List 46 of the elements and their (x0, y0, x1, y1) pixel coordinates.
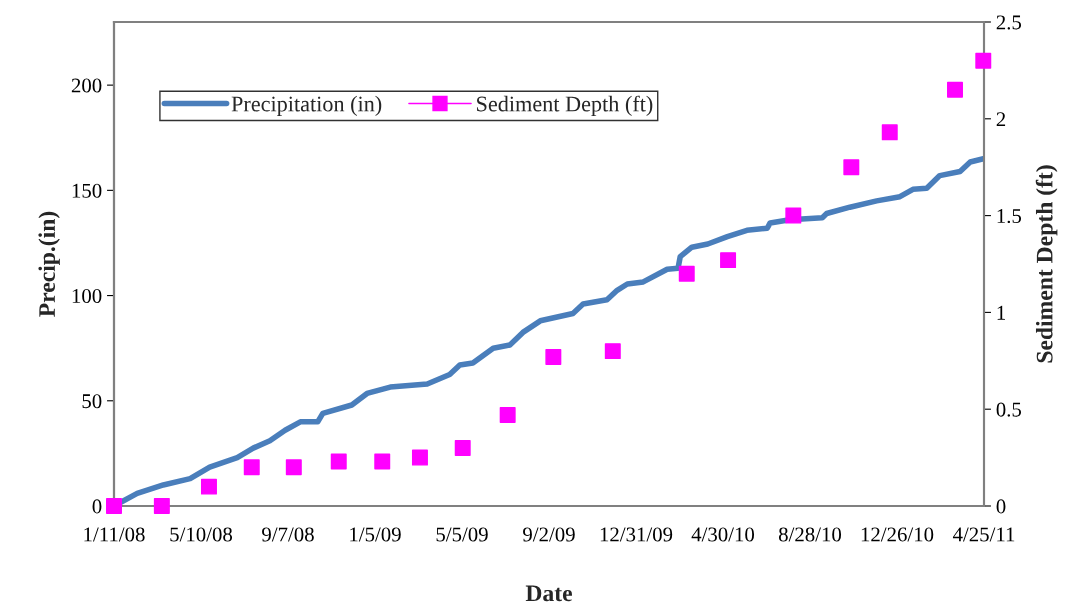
y2-axis-title: Sediment Depth (ft) (1035, 165, 1058, 363)
y2-tick-label: 0.5 (996, 402, 1022, 417)
point (678, 265, 695, 282)
x-tick-label: 12/26/10 (861, 527, 934, 542)
point (975, 52, 992, 69)
point (200, 478, 217, 495)
legend-label: Precipitation (in) (231, 95, 382, 117)
point (843, 159, 860, 176)
x-tick-label: 5/10/08 (170, 527, 233, 542)
point (720, 252, 737, 269)
point (374, 453, 391, 470)
point (243, 459, 260, 476)
point (545, 348, 562, 365)
y-tick-label: 150 (72, 183, 102, 198)
point (330, 453, 347, 470)
point (947, 81, 963, 98)
x-axis-title: Date (525, 585, 572, 602)
x-tick-label: 1/5/09 (350, 527, 401, 542)
x-tick-label: 4/30/10 (691, 527, 755, 542)
legend-label: Sediment Depth (ft) (477, 95, 653, 117)
y2-tick-label: 1.5 (997, 209, 1022, 224)
y-tick-label: 100 (72, 288, 102, 303)
point (285, 459, 302, 476)
point (881, 124, 898, 141)
point (411, 449, 428, 466)
y-axis-title: Precip.(in) (38, 211, 60, 317)
point (454, 439, 471, 456)
point (604, 343, 621, 360)
x-tick-label: 9/2/09 (523, 527, 575, 542)
y2-tick-label: 2.5 (996, 15, 1022, 30)
point (785, 207, 802, 224)
x-tick-label: 12/31/09 (600, 527, 673, 542)
x-tick-label: 4/25/11 (952, 527, 1015, 542)
point (499, 407, 516, 423)
point (153, 498, 170, 514)
y2-tick-label: 1 (997, 305, 1005, 320)
y-tick-label: 50 (82, 394, 102, 409)
y2-tick-label: 2 (996, 112, 1006, 127)
x-tick-label: 5/5/09 (436, 527, 488, 542)
y2-tick-label: 0 (996, 499, 1006, 514)
x-tick-label: 8/28/10 (778, 527, 842, 542)
point (106, 498, 122, 514)
y-tick-label: 200 (71, 78, 102, 93)
x-tick-label: 1/11/08 (84, 527, 145, 542)
y-tick-label: 0 (92, 499, 102, 514)
x-tick-label: 9/7/08 (262, 527, 314, 542)
